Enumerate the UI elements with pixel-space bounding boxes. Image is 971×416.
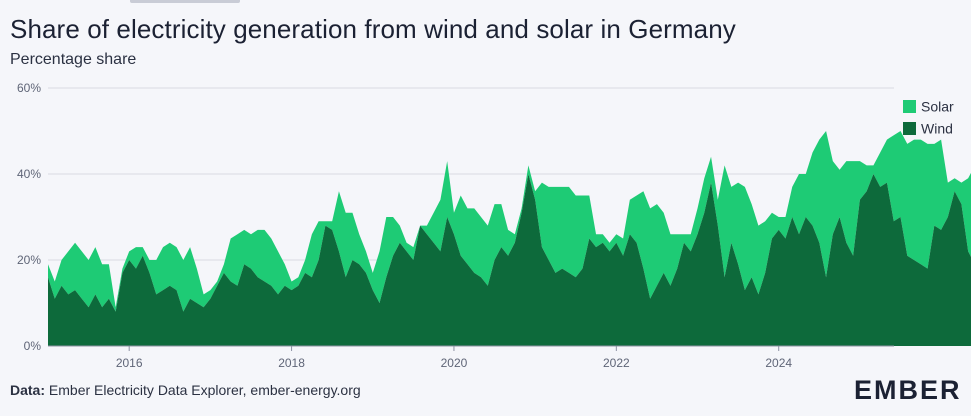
- legend-swatch-wind: [903, 122, 916, 135]
- legend-label-solar: Solar: [921, 99, 954, 115]
- y-tick-label-60: 60%: [17, 81, 41, 95]
- y-tick-label-0: 0%: [24, 339, 42, 353]
- series-area-solar: [48, 131, 971, 312]
- legend: Solar Wind: [903, 99, 954, 137]
- x-tick-label-2016: 2016: [116, 356, 143, 370]
- x-tick-label-2022: 2022: [603, 356, 630, 370]
- ember-logo-text: EMBER: [854, 375, 962, 405]
- series-areas: [48, 131, 971, 346]
- data-source-text: Ember Electricity Data Explorer, ember-e…: [48, 382, 361, 398]
- x-tick-label-2018: 2018: [278, 356, 305, 370]
- x-tick-label-2020: 2020: [441, 356, 468, 370]
- legend-label-wind: Wind: [921, 121, 953, 137]
- data-source-label: Data:: [10, 382, 46, 398]
- y-tick-label-40: 40%: [17, 167, 41, 181]
- ember-logo: EMBER: [854, 375, 962, 406]
- chart-subtitle: Percentage share: [10, 51, 137, 68]
- chart-title: Share of electricity generation from win…: [10, 14, 736, 44]
- series-area-wind: [48, 174, 971, 346]
- axes: 0% 20% 40% 60% 2016 2018 2020 2022 2024: [17, 81, 894, 370]
- data-source: Data: Ember Electricity Data Explorer, e…: [10, 382, 361, 398]
- y-tick-label-20: 20%: [17, 253, 41, 267]
- legend-swatch-solar: [903, 100, 916, 113]
- top-scroll-indicator: [130, 0, 240, 3]
- x-tick-label-2024: 2024: [765, 356, 792, 370]
